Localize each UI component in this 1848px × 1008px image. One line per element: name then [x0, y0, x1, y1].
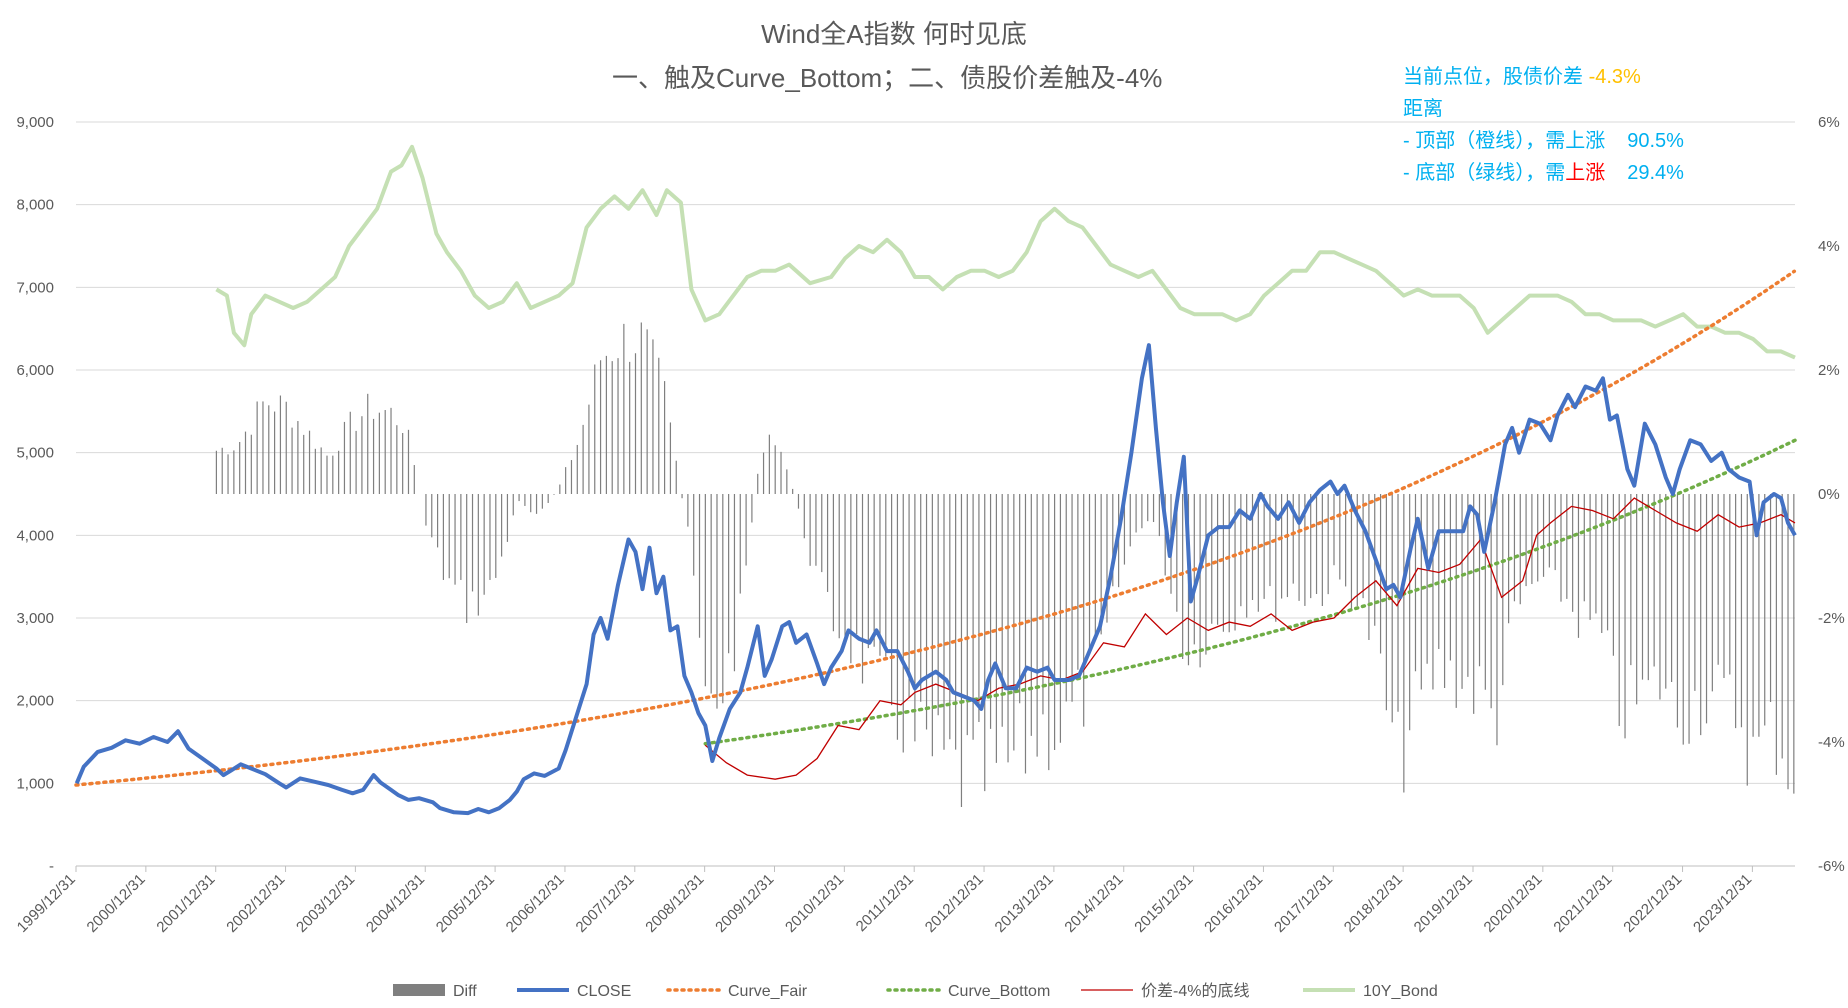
legend-label: CLOSE: [577, 983, 631, 1000]
x-tick-label: 2006/12/31: [503, 871, 568, 936]
y-right-tick-label: -6%: [1818, 858, 1845, 875]
curve-bottom-line: [703, 438, 1797, 746]
annotation-line-1: 当前点位，股债价差 -4.3%: [1403, 60, 1641, 89]
x-axis: 1999/12/31 2000/12/31 2001/12/31 2002/12/31…: [14, 865, 1795, 936]
x-tick-label: 2000/12/31: [84, 871, 149, 936]
close-series-line: [74, 343, 1797, 816]
x-tick-label: 2017/12/31: [1271, 871, 1336, 936]
annotation-bottom-label-red: 上涨: [1565, 162, 1606, 184]
legend: Diff CLOSE Curve_Fair Curve_Bottom 价差-4%的底线 1…: [393, 982, 1438, 1000]
x-tick-label: 2002/12/31: [223, 871, 288, 936]
x-tick-label: 2004/12/31: [363, 871, 428, 936]
x-tick-label: 2023/12/31: [1690, 871, 1755, 936]
y-left-tick-label: 9,000: [16, 114, 54, 131]
x-tick-label: 2013/12/31: [992, 871, 1057, 936]
legend-swatch: [393, 984, 445, 996]
y-axis-left: - 1,000 2,000 3,000 4,000 5,000 6,000 7,000 8,00…: [16, 114, 54, 875]
annotation-spread-label: 当前点位，股债价差: [1403, 66, 1583, 88]
y-left-tick-label: 2,000: [16, 693, 54, 710]
legend-label: Diff: [453, 983, 477, 1000]
x-tick-label: 2021/12/31: [1550, 871, 1615, 936]
y-left-tick-label: 5,000: [16, 445, 54, 462]
bond-series-line: [215, 144, 1796, 360]
curve-fair-line: [74, 269, 1797, 787]
y-right-tick-label: 6%: [1818, 114, 1840, 131]
annotation-bottom-label: - 底部（绿线），需: [1403, 162, 1566, 184]
y-left-tick-label: 3,000: [16, 610, 54, 627]
diff-series: [215, 322, 1795, 807]
x-tick-label: 2001/12/31: [153, 871, 218, 936]
x-tick-label: 2005/12/31: [433, 871, 498, 936]
y-right-tick-label: 0%: [1818, 486, 1840, 503]
y-right-tick-label: 2%: [1818, 362, 1840, 379]
x-tick-label: 2010/12/31: [782, 871, 847, 936]
y-left-tick-label: 8,000: [16, 197, 54, 214]
y-axis-right: -6% -4% -2% 0% 2% 4% 6%: [1818, 114, 1845, 875]
x-tick-label: 2015/12/31: [1131, 871, 1196, 936]
annotation-line-3: - 顶部（橙线），需上涨 90.5%: [1403, 124, 1684, 153]
chart-title: Wind全A指数 何时见底: [761, 19, 1027, 49]
x-tick-label: 1999/12/31: [14, 871, 79, 936]
x-tick-label: 2018/12/31: [1341, 871, 1406, 936]
x-tick-label: 2014/12/31: [1061, 871, 1126, 936]
x-tick-label: 2012/12/31: [922, 871, 987, 936]
x-tick-label: 2008/12/31: [642, 871, 707, 936]
annotation-line-2: 距离: [1403, 98, 1443, 120]
x-tick-label: 2003/12/31: [293, 871, 358, 936]
floor-series-line: [704, 497, 1796, 780]
y-right-tick-label: 4%: [1818, 238, 1840, 255]
annotation-line-4: - 底部（绿线），需上涨 29.4%: [1403, 156, 1684, 185]
annotation-bottom-value: 29.4%: [1627, 162, 1684, 184]
y-left-tick-label: 6,000: [16, 362, 54, 379]
x-tick-label: 2022/12/31: [1620, 871, 1685, 936]
annotation-top-label: - 顶部（橙线），需上涨: [1403, 130, 1606, 152]
x-tick-label: 2020/12/31: [1481, 871, 1546, 936]
x-tick-label: 2011/12/31: [853, 871, 917, 935]
legend-label: Curve_Bottom: [948, 983, 1050, 1000]
y-left-tick-label: -: [49, 858, 54, 875]
chart-subtitle: 一、触及Curve_Bottom；二、债股价差触及-4%: [612, 63, 1163, 93]
line-series: [74, 144, 1797, 816]
legend-label: 价差-4%的底线: [1141, 982, 1249, 1000]
y-right-tick-label: -2%: [1818, 610, 1845, 627]
y-left-tick-label: 4,000: [16, 527, 54, 544]
y-left-tick-label: 1,000: [16, 775, 54, 792]
y-right-tick-label: -4%: [1818, 734, 1845, 751]
legend-label: Curve_Fair: [728, 983, 808, 1000]
x-tick-label: 2007/12/31: [573, 871, 638, 936]
annotation-spread-value: -4.3%: [1588, 66, 1641, 88]
x-tick-label: 2009/12/31: [712, 871, 777, 936]
x-tick-label: 2016/12/31: [1201, 871, 1266, 936]
y-left-tick-label: 7,000: [16, 279, 54, 296]
legend-label: 10Y_Bond: [1363, 983, 1438, 1000]
x-tick-label: 2019/12/31: [1411, 871, 1476, 936]
annotation-top-value: 90.5%: [1627, 130, 1684, 152]
